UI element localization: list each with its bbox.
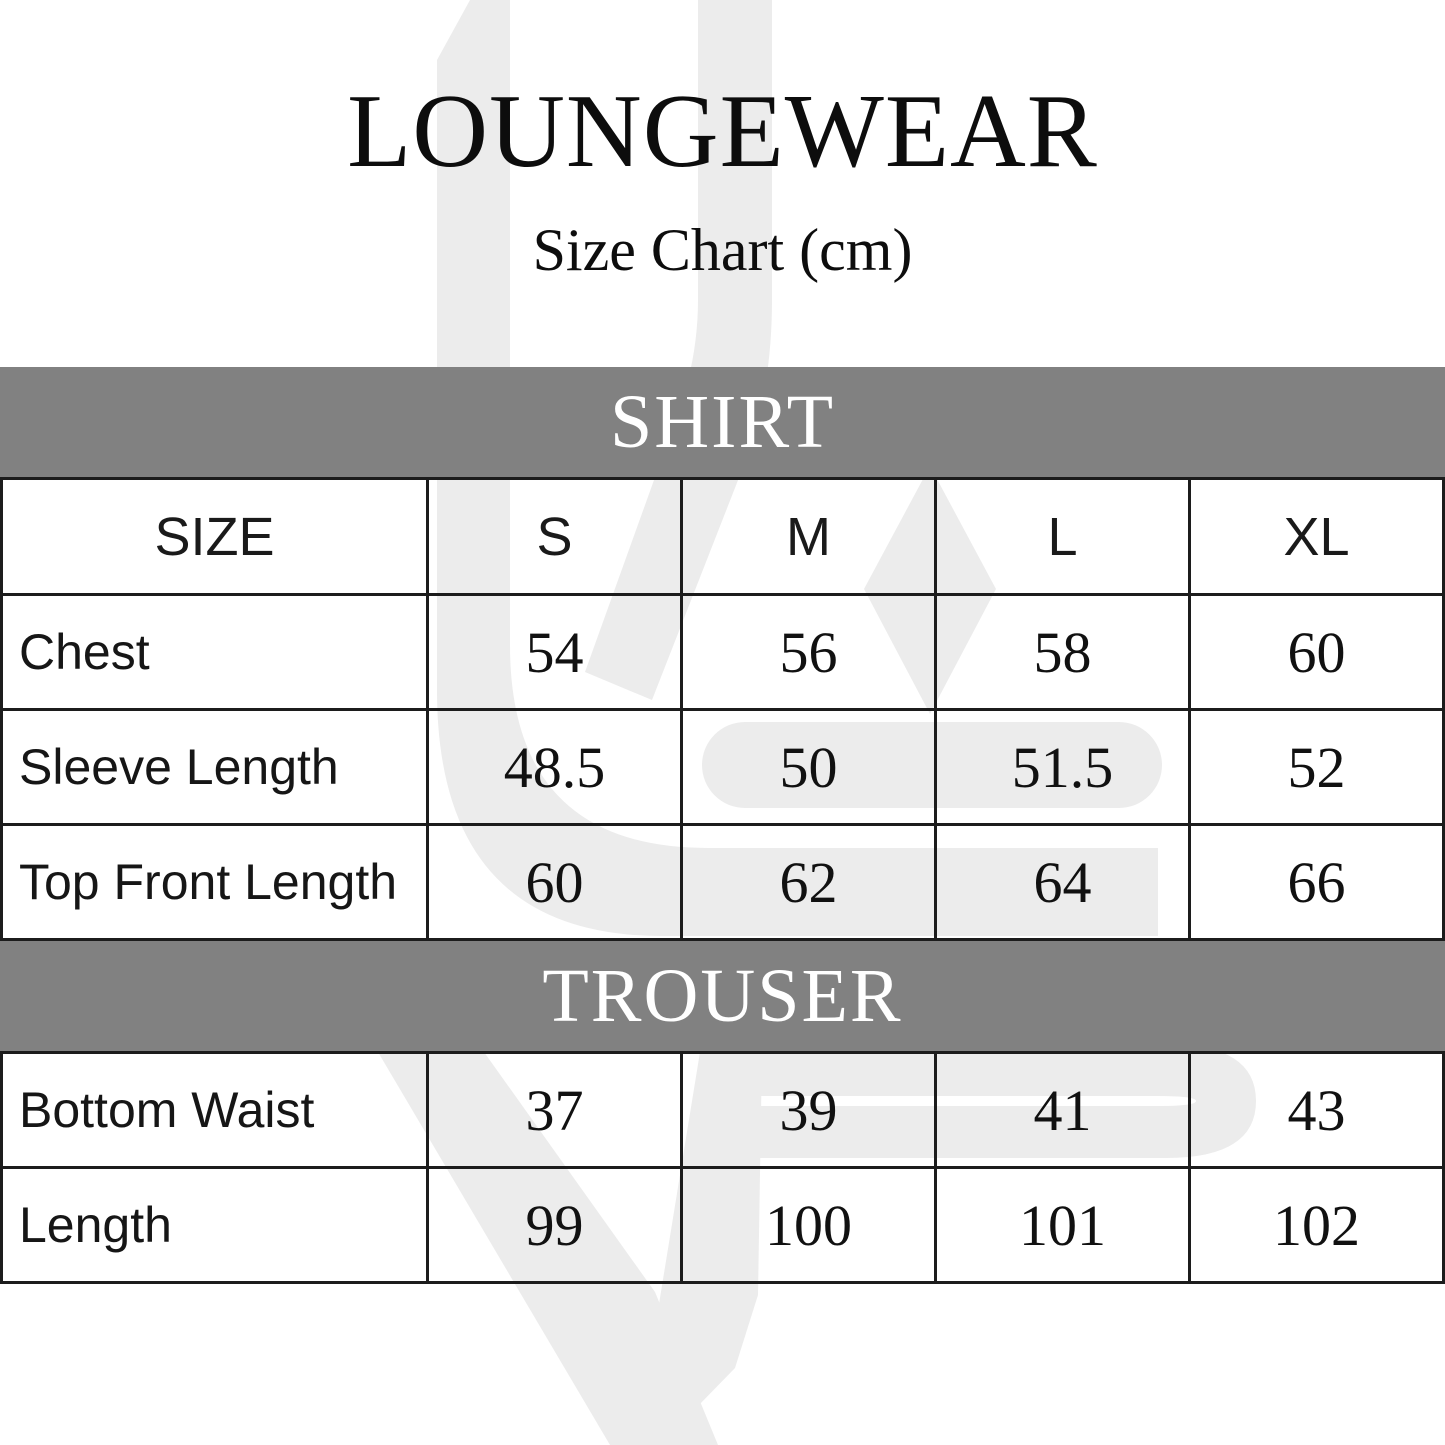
trouser-length-s-value: 99: [426, 1166, 683, 1284]
shirt-top-front-length-l-value: 64: [934, 823, 1191, 941]
shirt-col-header-m: M: [680, 477, 937, 596]
trouser-bottom-waist-xl-value: 43: [1188, 1051, 1445, 1169]
shirt-header-row: SIZE S M L XL: [0, 477, 1445, 596]
trouser-bottom-waist-label: Bottom Waist: [0, 1051, 429, 1169]
trouser-bottom-waist-m-value: 39: [680, 1051, 937, 1169]
watermark-monogram-stroke-right: [585, 0, 772, 700]
trouser-length-m-value: 100: [680, 1166, 937, 1284]
trouser-length-label: Length: [0, 1166, 429, 1284]
shirt-table: SIZE S M L XL Chest 54 56 58 60 Sleeve L…: [0, 477, 1445, 941]
trouser-section-band: TROUSER: [0, 941, 1445, 1051]
trouser-section-title: TROUSER: [542, 953, 903, 1038]
trouser-bottom-waist-s-value: 37: [426, 1051, 683, 1169]
shirt-sleeve-length-m-value: 50: [680, 708, 937, 826]
shirt-col-header-size: SIZE: [0, 477, 429, 596]
shirt-top-front-length-xl-value: 66: [1188, 823, 1445, 941]
shirt-top-front-length-s-value: 60: [426, 823, 683, 941]
shirt-chest-m-value: 56: [680, 593, 937, 711]
shirt-chest-l-value: 58: [934, 593, 1191, 711]
table-row: Length 99 100 101 102: [0, 1166, 1445, 1284]
shirt-section-band: SHIRT: [0, 367, 1445, 477]
shirt-sleeve-length-l-value: 51.5: [934, 708, 1191, 826]
masthead: LOUNGEWEAR Size Chart (cm): [0, 0, 1445, 367]
trouser-length-l-value: 101: [934, 1166, 1191, 1284]
table-row: Sleeve Length 48.5 50 51.5 52: [0, 708, 1445, 826]
shirt-chest-s-value: 54: [426, 593, 683, 711]
page-subtitle: Size Chart (cm): [532, 217, 913, 284]
table-row: Top Front Length 60 62 64 66: [0, 823, 1445, 941]
page-title: LOUNGEWEAR: [347, 72, 1098, 189]
shirt-top-front-length-label: Top Front Length: [0, 823, 429, 941]
shirt-section-title: SHIRT: [609, 379, 835, 464]
table-row: Bottom Waist 37 39 41 43: [0, 1051, 1445, 1169]
trouser-length-xl-value: 102: [1188, 1166, 1445, 1284]
shirt-chest-xl-value: 60: [1188, 593, 1445, 711]
table-row: Chest 54 56 58 60: [0, 593, 1445, 711]
shirt-col-header-s: S: [426, 477, 683, 596]
trouser-table: Bottom Waist 37 39 41 43 Length 99 100 1…: [0, 1051, 1445, 1284]
shirt-col-header-xl: XL: [1188, 477, 1445, 596]
shirt-chest-label: Chest: [0, 593, 429, 711]
trouser-bottom-waist-l-value: 41: [934, 1051, 1191, 1169]
shirt-sleeve-length-label: Sleeve Length: [0, 708, 429, 826]
shirt-sleeve-length-s-value: 48.5: [426, 708, 683, 826]
shirt-top-front-length-m-value: 62: [680, 823, 937, 941]
shirt-sleeve-length-xl-value: 52: [1188, 708, 1445, 826]
shirt-col-header-l: L: [934, 477, 1191, 596]
